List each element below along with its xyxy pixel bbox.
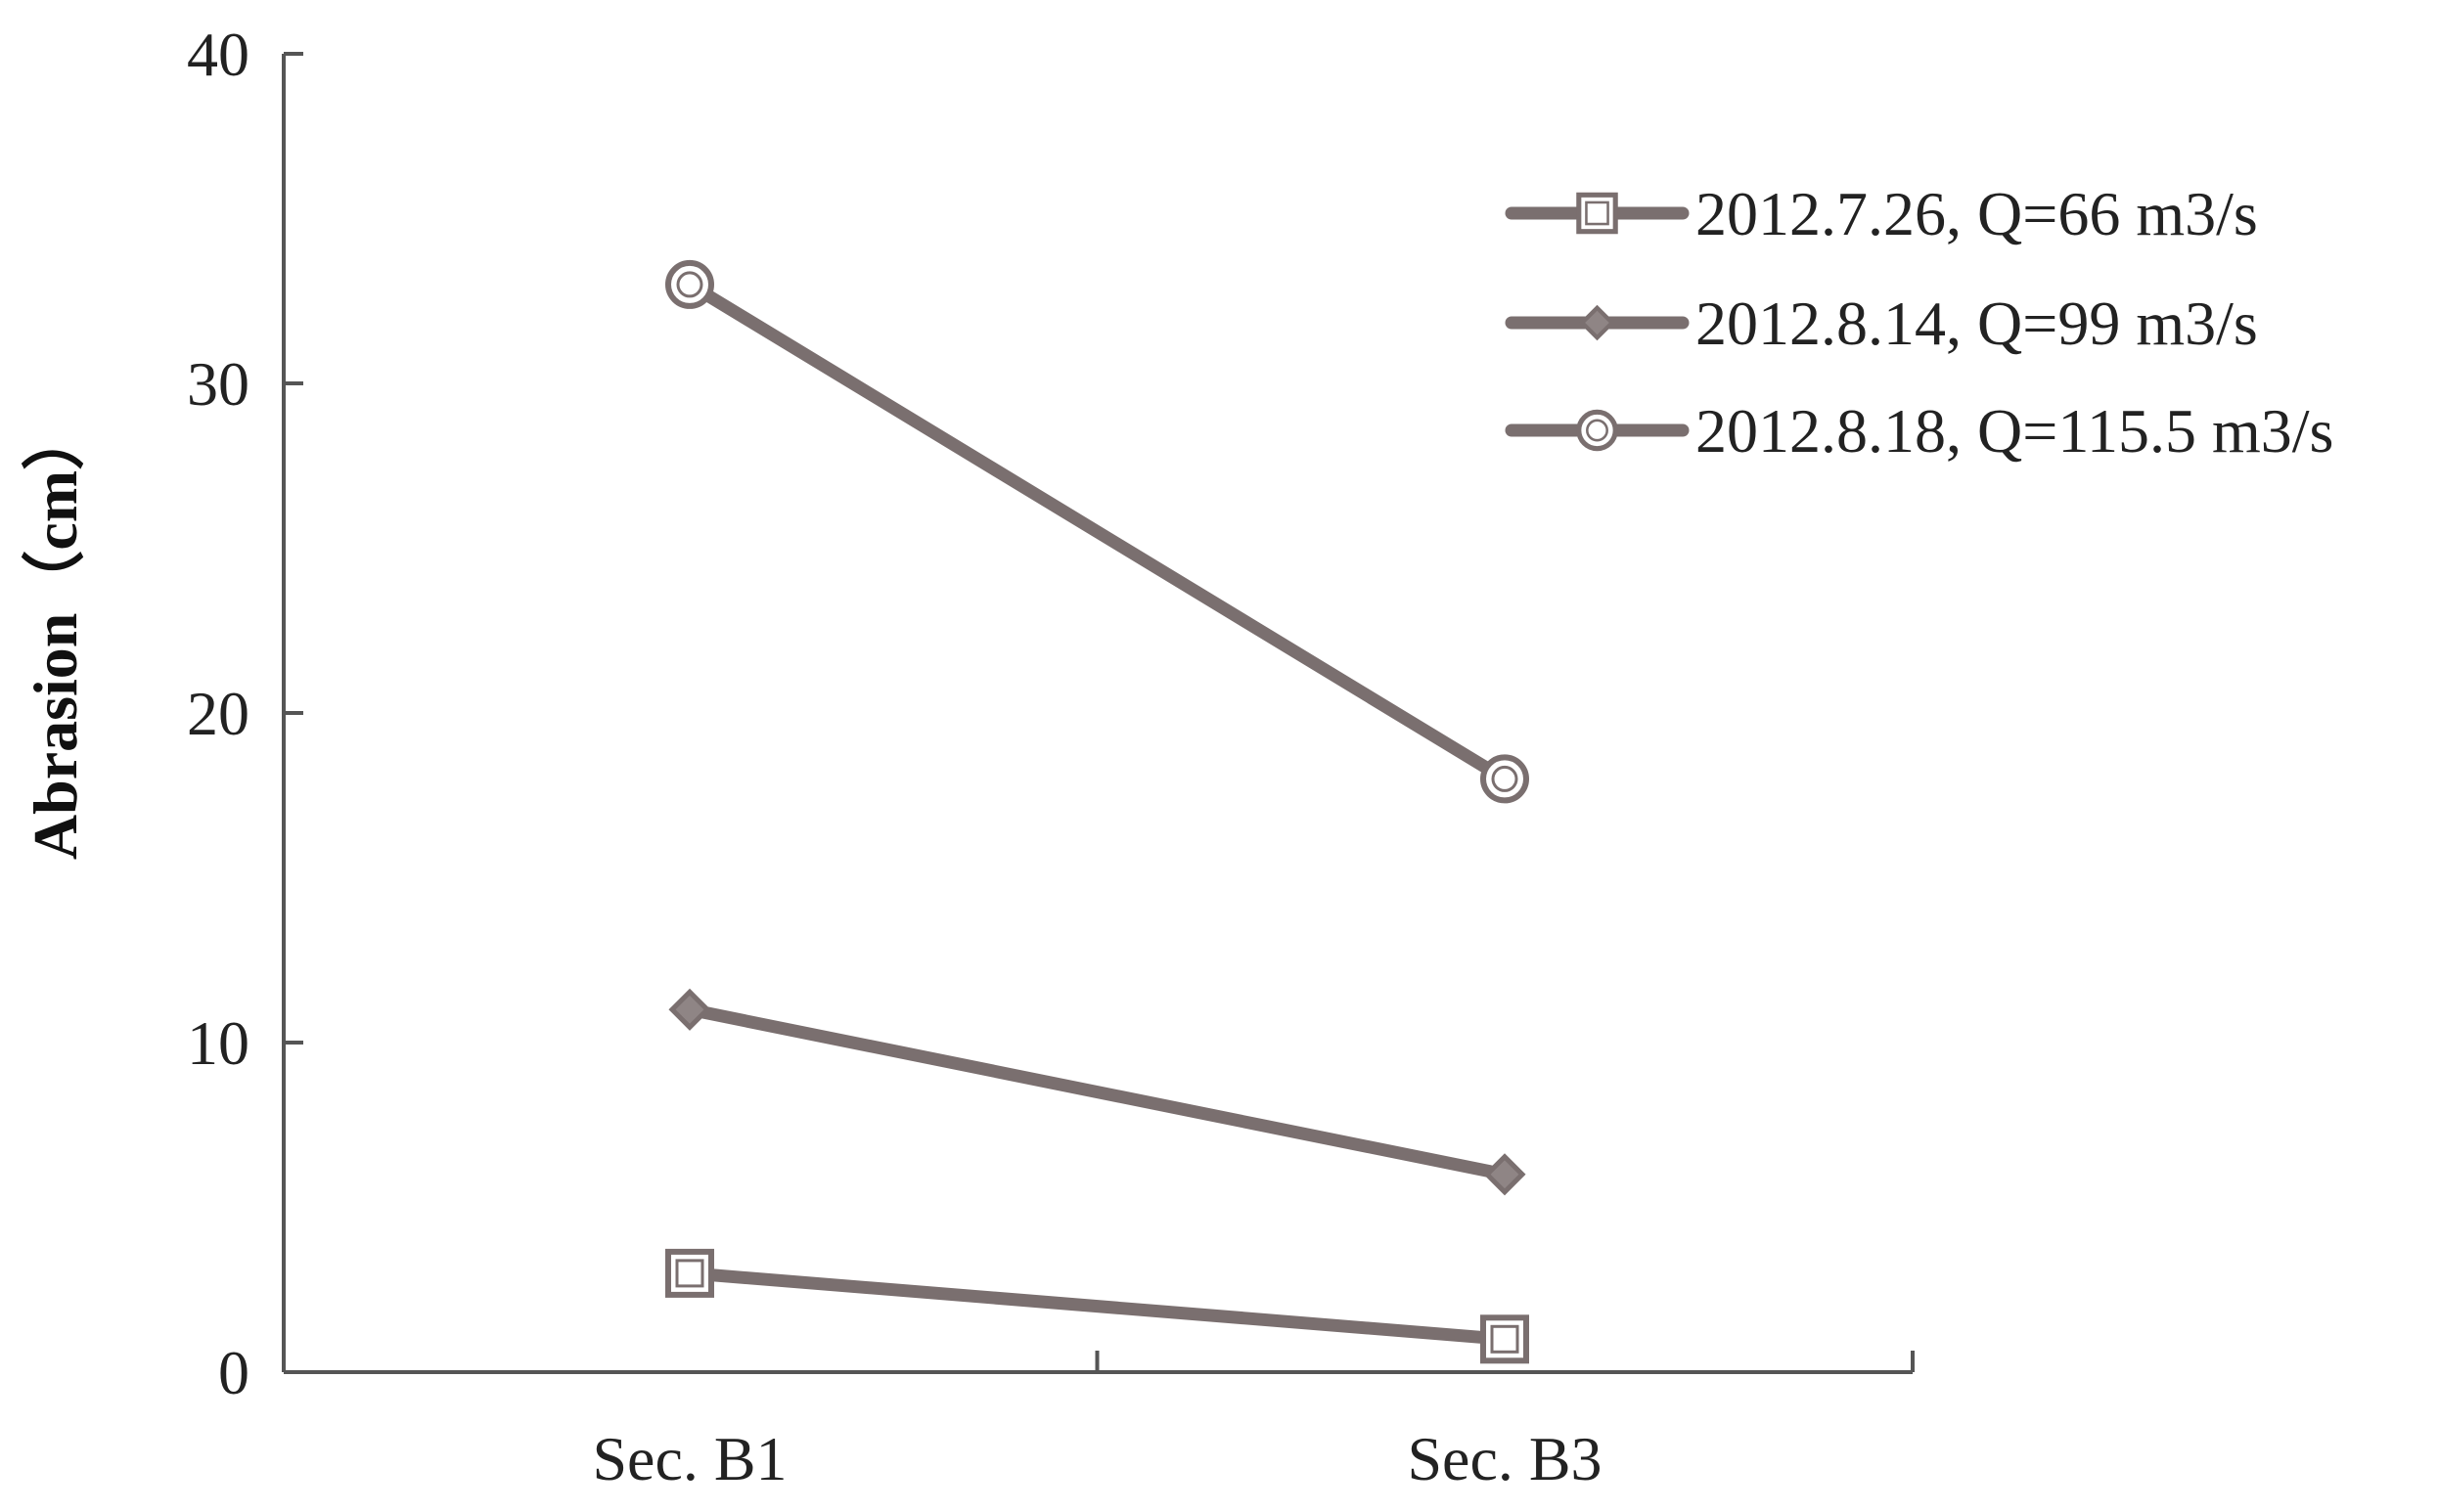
legend-entry: 2012.7.26, Q=66 m3/s: [1505, 179, 2258, 248]
x-tick-label: Sec. B3: [1407, 1424, 1602, 1493]
legend-label: 2012.8.14, Q=99 m3/s: [1695, 289, 2258, 358]
series-line: [683, 278, 1512, 785]
series-3: [665, 259, 1529, 804]
data-point-circle-inner: [676, 271, 703, 298]
data-point-circle-inner: [1491, 765, 1518, 792]
data-point-diamond: [668, 988, 711, 1031]
y-tick-label: 30: [187, 349, 249, 419]
y-axis-title: Abrasion（cm）: [21, 408, 90, 860]
data-point-square: [1480, 1314, 1529, 1364]
y-tick-label: 40: [187, 20, 249, 89]
legend: 2012.7.26, Q=66 m3/s 2012.8.14, Q=99 m3/s…: [1505, 179, 2333, 466]
legend-label: 2012.7.26, Q=66 m3/s: [1695, 179, 2258, 248]
series-1: [665, 1248, 1529, 1364]
y-tick-label: 10: [187, 1008, 249, 1078]
data-point-square-inner: [675, 1259, 704, 1288]
legend-marker-square-inner: [1585, 200, 1609, 226]
x-tick-label: Sec. B1: [592, 1424, 787, 1493]
legend-label: 2012.8.18, Q=115.5 m3/s: [1695, 396, 2333, 466]
axes: [282, 52, 1915, 1374]
series-line: [683, 1267, 1512, 1346]
legend-entry: 2012.8.18, Q=115.5 m3/s: [1505, 396, 2333, 466]
legend-marker-square: [1576, 192, 1618, 235]
data-point-circle: [1480, 754, 1529, 804]
series-line: [683, 1002, 1512, 1181]
legend-entry: 2012.8.14, Q=99 m3/s: [1505, 289, 2258, 358]
y-tick-label: 20: [187, 679, 249, 748]
data-point-circle: [665, 259, 714, 309]
legend-marker-circle: [1576, 409, 1618, 452]
legend-marker-diamond: [1579, 304, 1615, 341]
series-lines: [665, 259, 1529, 1364]
data-point-square-inner: [1490, 1324, 1519, 1354]
tick-labels: 0 10 20 30 40 Sec. B1 Sec. B3: [187, 20, 1603, 1493]
data-point-diamond: [1483, 1153, 1526, 1196]
legend-marker-circle-inner: [1586, 419, 1608, 442]
series-2: [668, 988, 1526, 1196]
data-point-square: [665, 1248, 714, 1298]
y-tick-label: 0: [218, 1338, 249, 1407]
